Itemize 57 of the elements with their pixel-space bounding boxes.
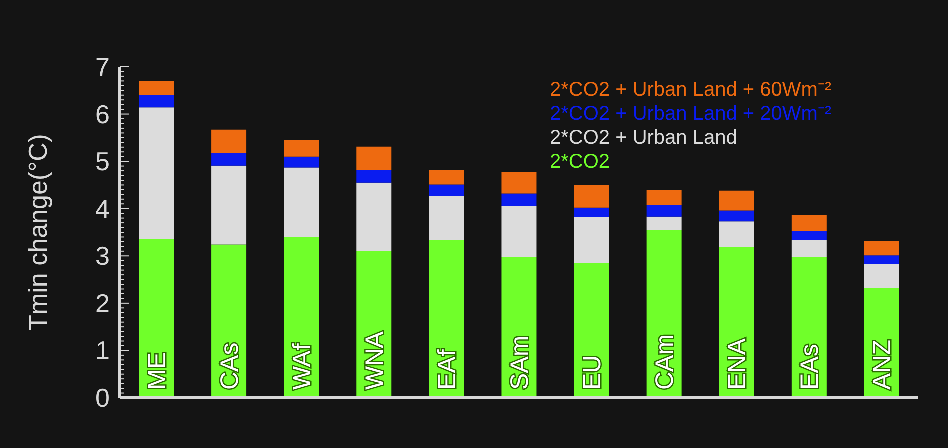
bar <box>574 208 610 218</box>
bar <box>139 108 174 240</box>
bar <box>284 140 320 157</box>
bar <box>719 190 754 211</box>
bar <box>429 184 464 196</box>
x-tick-label: EAs <box>796 344 824 390</box>
bar <box>502 172 537 194</box>
x-tick-label: ME <box>143 352 172 390</box>
y-tick-label: 7 <box>96 52 110 82</box>
x-tick-label: EU <box>578 355 607 390</box>
y-tick-label: 4 <box>96 194 110 224</box>
bar <box>864 256 900 264</box>
text: 2*CO2 + Urban Land <box>550 126 738 150</box>
bar <box>864 241 900 256</box>
x-tick-label: EAf <box>433 350 462 390</box>
bar <box>792 215 827 232</box>
text: 2*CO2 + Urban Land + 20Wm⁻² <box>550 102 832 126</box>
y-tick-label: 0 <box>96 383 110 413</box>
text: 2*CO2 + Urban Land + 60Wm⁻² <box>550 78 832 102</box>
bar <box>212 154 247 166</box>
bar <box>284 156 320 168</box>
bar <box>719 222 754 248</box>
y-tick-label: 3 <box>96 241 110 272</box>
y-tick-label: 5 <box>96 146 110 177</box>
bar <box>864 264 900 288</box>
bar <box>429 170 464 185</box>
x-tick-label: CAm <box>651 334 680 390</box>
y-tick-label: 1 <box>96 336 110 366</box>
x-tick-label: CAs <box>216 342 244 390</box>
x-tick-label: WNA <box>360 331 389 390</box>
x-tick-label: ANZ <box>868 340 897 390</box>
x-tick-label: WAf <box>288 344 316 390</box>
bar <box>212 130 247 154</box>
text: 2*CO2 <box>550 150 612 174</box>
bar <box>284 168 320 238</box>
bar <box>139 95 174 108</box>
bar <box>574 217 610 264</box>
bar <box>356 146 392 170</box>
bar <box>646 206 682 217</box>
x-tick-label: SAm <box>506 336 534 390</box>
bar <box>212 166 247 245</box>
bar <box>502 206 537 258</box>
y-axis-title: Tmin change(°C) <box>23 134 54 331</box>
bar <box>646 216 682 230</box>
bar <box>574 185 610 208</box>
y-tick-label: 6 <box>96 99 110 130</box>
bar <box>792 231 827 240</box>
bar <box>139 81 174 96</box>
bar <box>429 196 464 240</box>
bar <box>792 240 827 258</box>
bar <box>356 170 392 183</box>
bar <box>356 182 392 252</box>
bar <box>646 190 682 206</box>
bar <box>719 210 754 222</box>
bar <box>502 194 537 206</box>
x-tick-label: ENA <box>724 338 752 390</box>
y-tick-label: 2 <box>96 288 110 318</box>
